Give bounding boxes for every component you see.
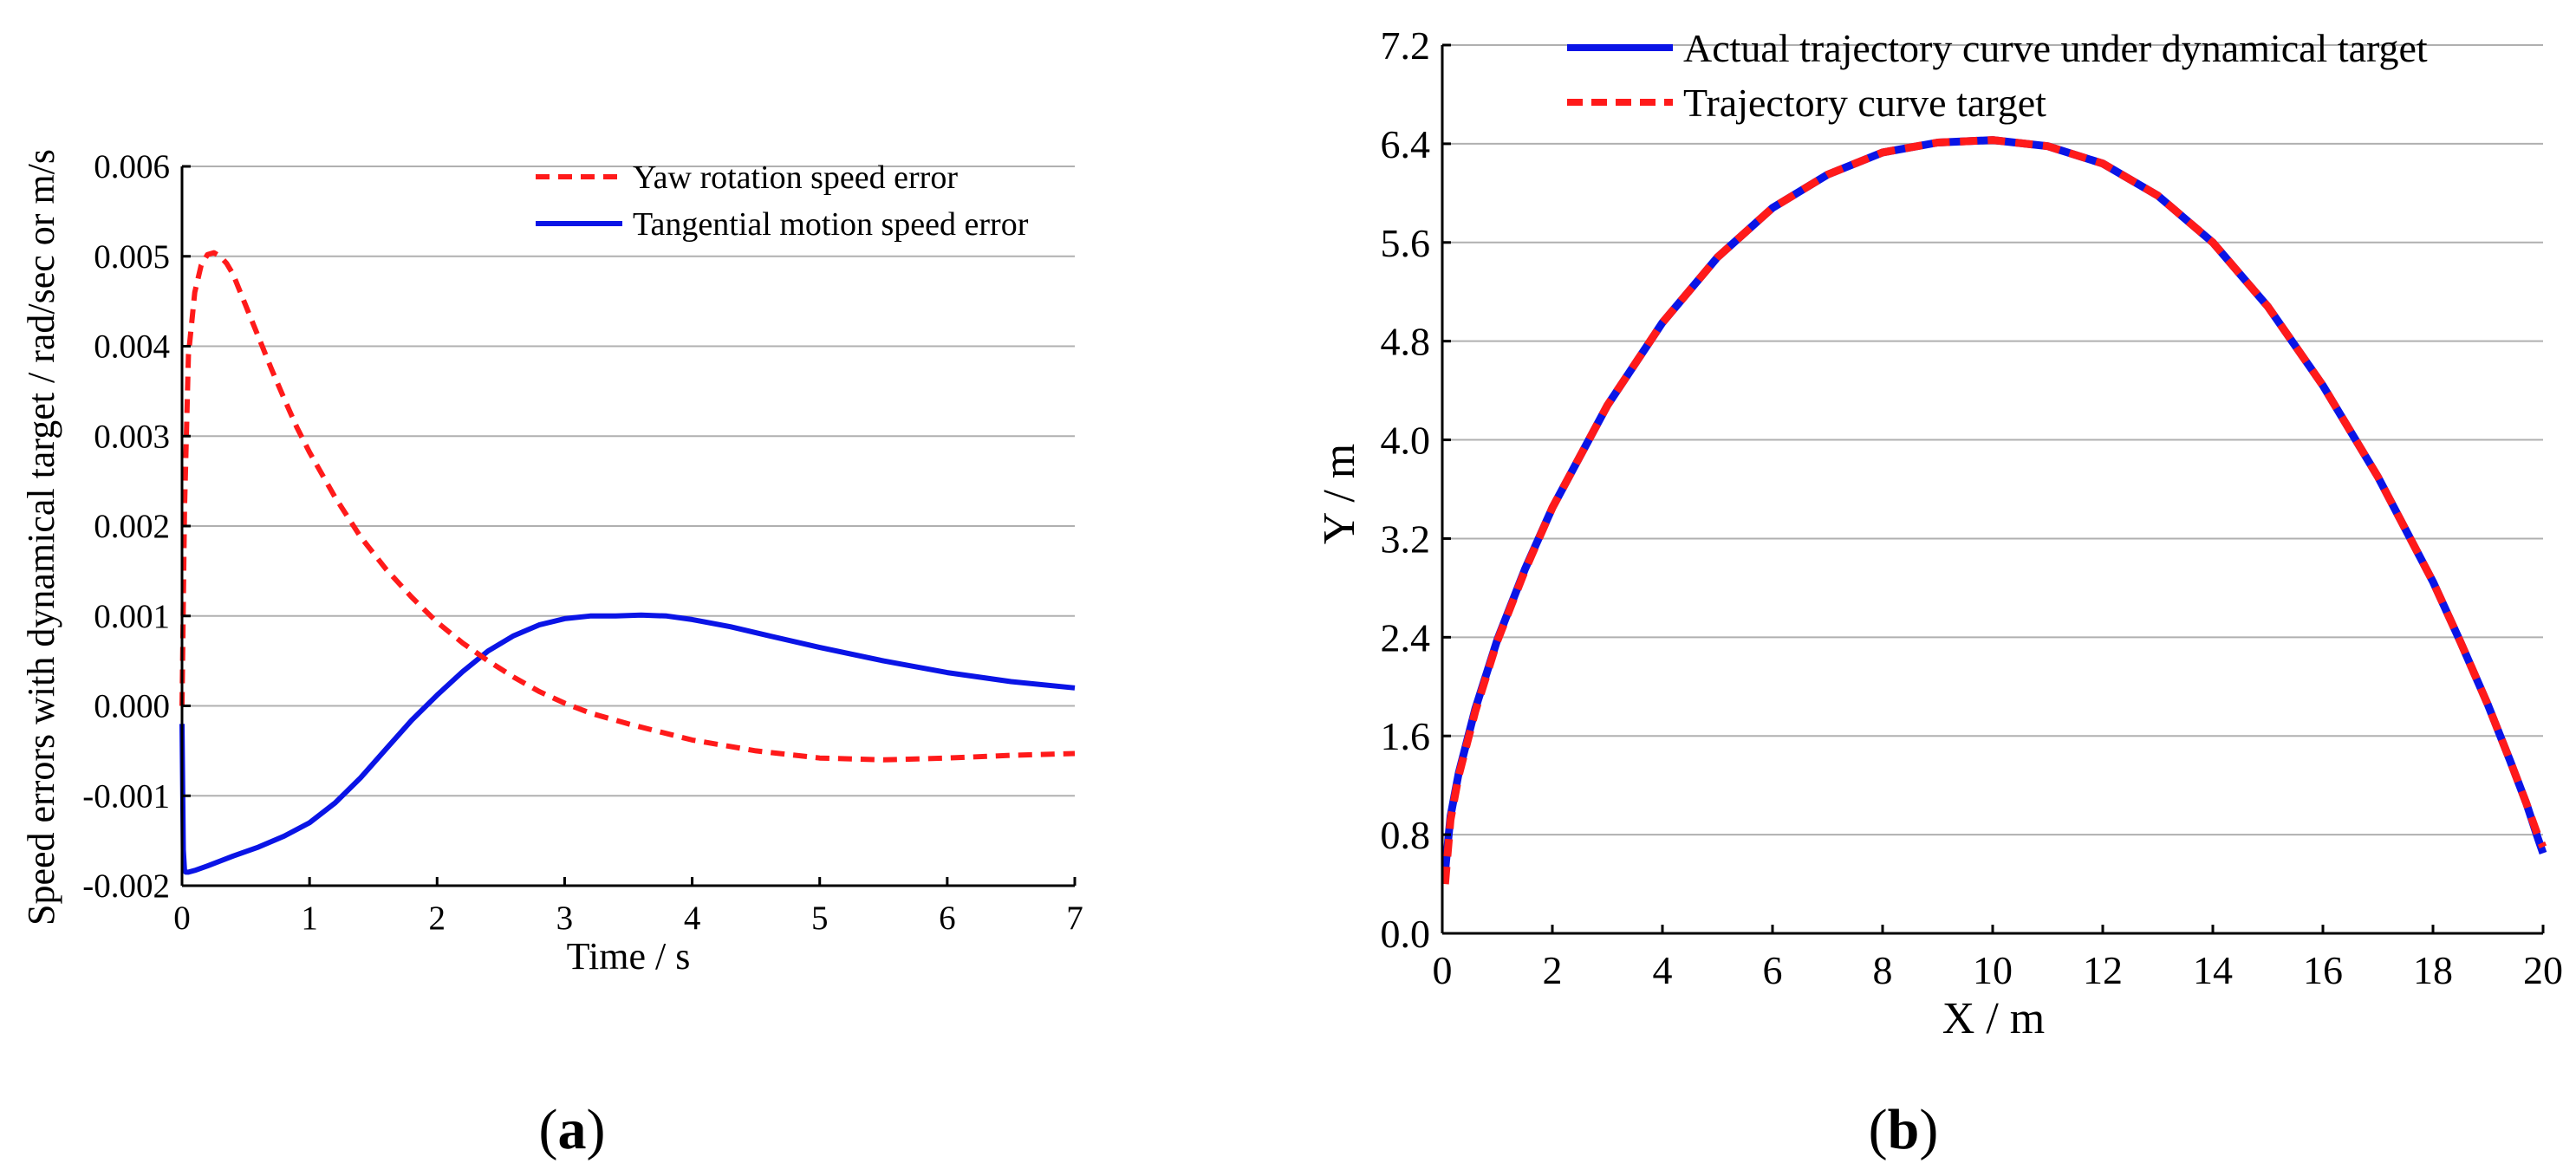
chart-a-x-tick-label: 1: [301, 900, 318, 937]
chart-a-y-tick-label: 0.004: [94, 328, 170, 366]
chart-b-x-tick-label: 4: [1653, 948, 1673, 992]
chart-b-x-tick-labels: 0 2 4 6 8 10 12 14 16 18 20: [1433, 948, 2564, 992]
chart-b-x-tick-label: 8: [1873, 948, 1893, 992]
chart-a-x-tick-label: 0: [173, 900, 191, 937]
chart-b-y-tick-label: 2.4: [1381, 615, 1431, 659]
chart-a-series-yaw-rotation-speed-error: [179, 250, 1076, 763]
chart-b-y-tick-label: 3.2: [1381, 517, 1431, 561]
chart-b: 0 2 4 6 8 10 12 14 16 18 20 0.0 0.8 1.6 2.4 3.2 4.0 4.8 5…: [1315, 23, 2563, 1161]
chart-a-legend-label-yaw: Yaw rotation speed error: [633, 159, 958, 196]
chart-a-x-tick-label: 5: [811, 900, 829, 937]
chart-b-x-tick-label: 6: [1763, 948, 1783, 992]
chart-b-x-tick-label: 2: [1543, 948, 1563, 992]
chart-a-x-tick-label: 4: [684, 900, 701, 937]
panel-label-a: (a): [539, 1098, 606, 1161]
chart-b-x-tick-label: 20: [2523, 948, 2563, 992]
chart-b-y-tick-labels: 0.0 0.8 1.6 2.4 3.2 4.0 4.8 5.6 6.4 7.2: [1381, 23, 1431, 956]
chart-a-x-tick-labels: 0 1 2 3 4 5 6 7: [173, 900, 1083, 937]
chart-b-y-tick-label: 5.6: [1381, 221, 1431, 265]
chart-a-series-tangential-motion-speed-error: [179, 612, 1076, 875]
chart-b-x-tick-label: 10: [1973, 948, 2013, 992]
chart-b-y-tick-label: 4.8: [1381, 320, 1431, 364]
chart-b-x-tick-label: 14: [2193, 948, 2233, 992]
chart-a-gridlines: [182, 166, 1075, 797]
chart-b-x-tick-label: 16: [2303, 948, 2343, 992]
panel-label-b-letter: b: [1888, 1098, 1920, 1161]
chart-b-series-actual-trajectory-curve-under-dynamical-target: [1441, 136, 2547, 873]
chart-b-y-axis-label: Y / m: [1315, 444, 1364, 545]
panel-label-b: (b): [1869, 1098, 1939, 1161]
chart-b-x-axis-label: X / m: [1942, 994, 2045, 1043]
chart-a-x-tick-label: 6: [939, 900, 956, 937]
chart-a-y-tick-label: 0.006: [94, 148, 170, 185]
chart-a-y-tick-labels: -0.002 -0.001 0.000 0.001 0.002 0.003 0.004 0.0…: [82, 148, 170, 905]
chart-b-axes: [1441, 43, 2545, 935]
chart-a-y-tick-label: 0.003: [94, 418, 170, 455]
chart-a-legend: Yaw rotation speed error Tangential moti…: [536, 159, 1029, 243]
chart-b-y-tick-label: 4.0: [1381, 419, 1431, 463]
chart-a-y-tick-label: 0.005: [94, 238, 170, 276]
chart-a-y-tick-label: 0.001: [94, 598, 170, 635]
chart-a-x-tick-label: 2: [429, 900, 446, 937]
chart-a-y-tick-label: -0.001: [82, 777, 170, 815]
chart-a-axes: [180, 165, 1077, 887]
chart-a-x-tick-label: 3: [556, 900, 574, 937]
chart-a-y-axis-label: Speed errors with dynamical target / rad…: [20, 149, 62, 926]
chart-b-legend-label-target: Trajectory curve target: [1683, 81, 2046, 125]
chart-b-y-tick-label: 0.8: [1381, 813, 1431, 857]
chart-b-y-tick-label: 6.4: [1381, 122, 1431, 166]
chart-a-y-tick-label: 0.002: [94, 508, 170, 545]
chart-b-x-tick-label: 0: [1433, 948, 1453, 992]
chart-b-series: [1441, 136, 2547, 885]
chart-b-y-tick-label: 7.2: [1381, 23, 1431, 68]
chart-b-series-trajectory-curve-target: [1441, 136, 2547, 885]
chart-b-y-tick-label: 1.6: [1381, 714, 1431, 758]
chart-b-gridlines: [1442, 44, 2543, 836]
chart-b-y-tick-label: 0.0: [1381, 912, 1431, 956]
chart-b-x-tick-label: 12: [2083, 948, 2123, 992]
chart-a: 0 1 2 3 4 5 6 7 -0.002 -0.001 0.000 0.001 0.002 0.00…: [20, 148, 1083, 1161]
chart-a-x-tick-label: 7: [1066, 900, 1083, 937]
chart-a-legend-label-tangential: Tangential motion speed error: [633, 206, 1029, 243]
chart-a-x-axis-label: Time / s: [567, 935, 691, 978]
chart-a-series: [179, 250, 1076, 875]
chart-b-x-tick-label: 18: [2413, 948, 2453, 992]
panel-label-a-letter: a: [558, 1098, 587, 1161]
chart-a-y-tick-label: 0.000: [94, 688, 170, 725]
chart-a-y-tick-label: -0.002: [82, 867, 170, 905]
chart-b-legend: Actual trajectory curve under dynamical …: [1567, 26, 2428, 125]
chart-b-legend-label-actual: Actual trajectory curve under dynamical …: [1683, 26, 2428, 70]
